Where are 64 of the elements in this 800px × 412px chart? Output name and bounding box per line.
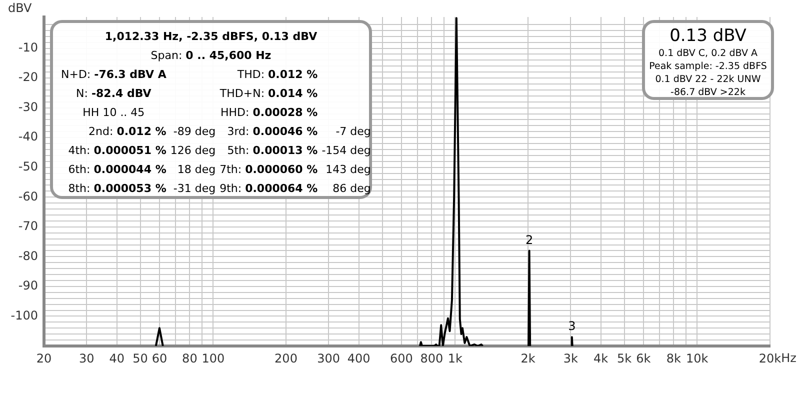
annotation: 1,012.33 Hz, -2.35 dBFS, 0.13 dBV — [104, 30, 318, 43]
annotation: 18 deg — [176, 162, 217, 178]
annotation: 0.1 dBV 22 - 22k UNW — [654, 73, 762, 86]
annotation: N: -82.4 dBV — [75, 86, 152, 102]
annotation: HHD: 0.00028 % — [220, 105, 319, 121]
x-axis-title: Hz — [781, 351, 796, 366]
annotation: 86 deg — [332, 181, 372, 197]
y-tick-label: -90 — [18, 278, 38, 293]
annotation: 0.13 dBV — [668, 25, 748, 47]
x-tick-label: 20 — [36, 351, 52, 366]
x-tick-label: 30 — [78, 351, 94, 366]
x-tick-label: 2k — [520, 351, 536, 366]
annotation: -89 deg — [172, 124, 217, 140]
annotation: Peak sample: -2.35 dBFS — [648, 60, 768, 73]
y-tick-label: -40 — [18, 130, 38, 144]
y-tick-label: -70 — [18, 219, 38, 234]
annotation: 126 deg — [169, 143, 217, 159]
x-tick-label: 60 — [152, 351, 168, 366]
x-tick-label: 300 — [317, 351, 340, 366]
y-tick-label: -10 — [18, 40, 38, 54]
x-tick-label: 800 — [420, 351, 444, 366]
x-tick-label: 20k — [758, 351, 782, 366]
annotation: 7th: 0.000060 % — [218, 162, 319, 178]
y-tick-label: -80 — [18, 248, 38, 263]
x-tick-label: 200 — [274, 351, 298, 366]
x-tick-label: 40 — [109, 351, 124, 366]
annotation: Span: 0 .. 45,600 Hz — [150, 48, 272, 64]
annotation: 5th: 0.00013 % — [226, 143, 319, 159]
annotation: -86.7 dBV >22k — [670, 86, 746, 99]
annotation: 3 — [568, 319, 576, 334]
annotation: 4th: 0.000051 % — [67, 143, 168, 159]
y-tick-label: -50 — [18, 159, 38, 174]
annotation: -154 deg — [320, 143, 372, 159]
x-tick-label: 8k — [666, 351, 682, 366]
y-tick-label: -30 — [18, 100, 38, 114]
annotation: 8th: 0.000053 % — [67, 181, 168, 197]
x-tick-label: 5k — [617, 351, 632, 366]
y-axis-title: dBV — [8, 1, 32, 16]
x-tick-label: 10k — [686, 351, 708, 366]
x-tick-label: 6k — [636, 351, 651, 366]
y-tick-label: -20 — [18, 70, 38, 84]
annotation: 3rd: 0.00046 % — [226, 124, 319, 140]
annotation: 2nd: 0.012 % — [88, 124, 168, 140]
annotation: -7 deg — [334, 124, 372, 140]
x-tick-label: 600 — [390, 351, 413, 366]
annotation: THD: 0.012 % — [236, 67, 319, 83]
y-tick-label: -100 — [10, 308, 38, 322]
annotation: HH 10 .. 45 — [82, 105, 146, 121]
annotation: -31 deg — [172, 181, 217, 197]
annotation: 0.1 dBV C, 0.2 dBV A — [658, 47, 758, 60]
y-tick-label: -60 — [18, 189, 38, 204]
x-tick-label: 100 — [202, 351, 225, 366]
annotation: N+D: -76.3 dBV A — [60, 67, 168, 83]
annotation: 9th: 0.000064 % — [218, 181, 319, 197]
x-tick-label: 50 — [132, 351, 148, 366]
x-tick-label: 1k — [448, 351, 462, 366]
annotation: 6th: 0.000044 % — [67, 162, 168, 178]
x-tick-label: 400 — [347, 351, 370, 366]
x-tick-label: 4k — [594, 351, 608, 366]
annotation: THD+N: 0.014 % — [218, 86, 319, 102]
annotation: 2 — [525, 232, 534, 247]
x-tick-label: 80 — [182, 351, 198, 366]
annotation: 143 deg — [324, 162, 372, 178]
x-tick-label: 3k — [563, 351, 578, 366]
